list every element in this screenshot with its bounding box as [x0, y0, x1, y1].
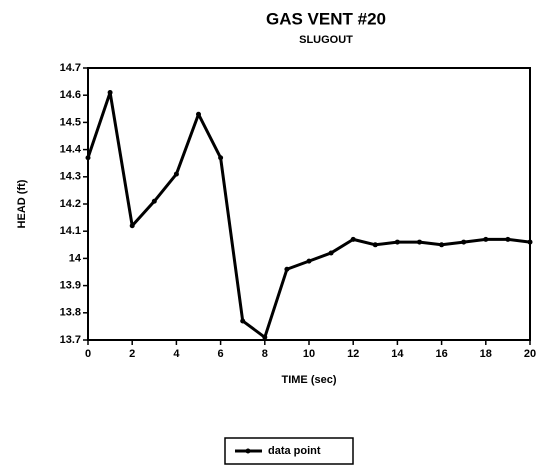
data-point — [394, 239, 400, 245]
data-point — [173, 171, 179, 177]
data-point — [483, 236, 489, 242]
y-tick-label: 14.1 — [60, 225, 81, 237]
data-point — [439, 242, 445, 248]
x-tick-label: 20 — [524, 348, 536, 360]
x-tick-label: 18 — [480, 348, 492, 360]
data-line — [86, 90, 531, 339]
data-point — [527, 239, 533, 245]
y-tick-label: 14.2 — [60, 198, 81, 210]
x-tick-label: 8 — [262, 348, 268, 360]
data-point — [328, 250, 334, 256]
x-tick-label: 0 — [85, 348, 91, 360]
data-point — [372, 242, 378, 248]
legend-marker — [245, 448, 251, 454]
legend-box — [224, 437, 354, 465]
x-tick-label: 12 — [347, 348, 359, 360]
y-tick-label: 14.7 — [60, 62, 81, 74]
data-point — [151, 198, 157, 204]
x-tick-label: 10 — [303, 348, 315, 360]
y-tick-label: 14.6 — [60, 89, 81, 101]
data-point — [262, 334, 268, 340]
data-point — [196, 111, 201, 117]
data-point — [107, 89, 113, 95]
y-axis-label: HEAD (ft) — [16, 179, 28, 228]
data-point — [129, 223, 135, 229]
y-tick-label: 13.9 — [60, 280, 81, 292]
x-tick-label: 4 — [173, 348, 180, 360]
x-axis-label: TIME (sec) — [281, 374, 336, 386]
data-point — [505, 236, 511, 242]
x-tick-label: 2 — [129, 348, 135, 360]
x-tick-label: 14 — [391, 348, 404, 360]
data-point — [461, 239, 467, 245]
x-tick-label: 16 — [435, 348, 447, 360]
x-tick-label: 6 — [218, 348, 224, 360]
chart-title: GAS VENT #20 — [266, 9, 386, 28]
data-point — [350, 236, 356, 242]
plot-frame — [87, 67, 531, 341]
legend-label: data point — [268, 445, 321, 457]
y-tick-label: 13.8 — [60, 307, 81, 319]
y-tick-label: 13.7 — [60, 334, 81, 346]
data-point — [218, 155, 224, 161]
y-tick-label: 14.3 — [60, 171, 81, 183]
y-tick-label: 14.5 — [60, 116, 81, 128]
y-tick-label: 14.4 — [60, 144, 82, 156]
chart-subtitle: SLUGOUT — [299, 34, 353, 46]
y-tick-label: 14 — [69, 252, 82, 264]
data-point — [306, 258, 312, 264]
data-point — [284, 266, 290, 272]
data-point — [240, 318, 246, 324]
data-point — [85, 155, 91, 161]
data-point — [417, 239, 422, 245]
